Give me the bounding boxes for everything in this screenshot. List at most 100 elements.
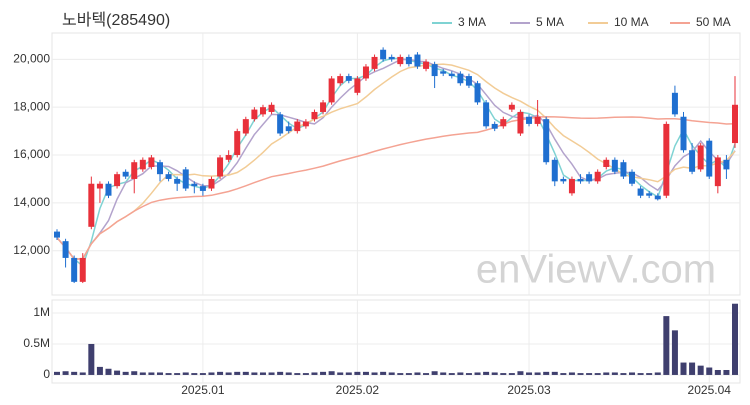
volume-bar xyxy=(148,372,155,375)
volume-bar xyxy=(345,372,352,375)
candle-body xyxy=(663,123,670,196)
candle-body xyxy=(122,171,129,177)
volume-bar xyxy=(96,366,103,375)
candle-body xyxy=(285,126,292,132)
legend-label: 50 MA xyxy=(696,15,731,29)
volume-bar xyxy=(242,371,249,375)
volume-bar xyxy=(646,373,653,375)
candle-body xyxy=(388,56,395,60)
volume-bar xyxy=(114,370,121,375)
volume-bar xyxy=(680,362,687,375)
volume-bar xyxy=(174,373,181,375)
legend-label: 10 MA xyxy=(614,15,649,29)
candle-body xyxy=(148,157,155,167)
volume-bar xyxy=(414,372,421,375)
candle-body xyxy=(277,114,284,134)
volume-bar xyxy=(594,373,601,375)
volume-bar xyxy=(320,371,327,375)
x-tick-label: 2025.03 xyxy=(507,383,551,397)
legend-label: 5 MA xyxy=(536,15,564,29)
candle-body xyxy=(457,73,464,84)
candle-body xyxy=(96,183,103,189)
volume-bar xyxy=(182,372,189,375)
volume-bar xyxy=(637,373,644,375)
candle-body xyxy=(611,159,618,172)
candle-body xyxy=(88,183,95,227)
candle-body xyxy=(689,150,696,172)
volume-bar xyxy=(54,371,60,375)
chart-title: 노바텍(285490) xyxy=(62,11,170,29)
volume-bar xyxy=(697,365,704,375)
volume-panel xyxy=(51,299,741,384)
candle-body xyxy=(242,119,249,134)
volume-bar xyxy=(405,373,412,375)
candle-body xyxy=(71,257,78,282)
watermark: enViewV.com xyxy=(476,248,716,292)
volume-bar xyxy=(208,372,215,375)
volume-bar xyxy=(689,362,696,375)
volume-tick-label: 0 xyxy=(43,367,50,381)
volume-bar xyxy=(397,373,404,375)
candle-body xyxy=(431,64,438,77)
candle-body xyxy=(131,162,138,179)
volume-tick-label: 1M xyxy=(33,305,50,319)
candle-body xyxy=(328,78,335,103)
candle-body xyxy=(594,171,601,182)
volume-bar xyxy=(714,369,721,375)
x-tick-label: 2025.02 xyxy=(336,383,380,397)
candle-body xyxy=(311,111,318,120)
candle-body xyxy=(551,159,558,182)
volume-bar xyxy=(629,372,636,375)
candle-body xyxy=(714,157,721,187)
volume-bar xyxy=(723,369,730,375)
candle-body xyxy=(637,188,644,196)
volume-bar xyxy=(388,372,395,375)
candle-body xyxy=(517,111,524,134)
volume-bar xyxy=(611,372,618,375)
candle-body xyxy=(414,54,421,67)
volume-bar xyxy=(354,371,361,375)
candle-body xyxy=(440,71,447,74)
candle-body xyxy=(465,76,472,86)
volume-bar xyxy=(706,367,713,375)
candle-body xyxy=(259,107,266,115)
candle-body xyxy=(320,102,327,112)
candle-body xyxy=(199,186,206,191)
x-tick-label: 2025.01 xyxy=(181,383,225,397)
volume-bar xyxy=(259,372,266,375)
volume-bar xyxy=(491,372,498,375)
volume-bar xyxy=(586,373,593,375)
ma-line xyxy=(56,58,736,260)
candle-body xyxy=(191,183,198,187)
candle-body xyxy=(620,162,627,177)
volume-bar xyxy=(534,372,541,375)
candle-body xyxy=(586,174,593,182)
volume-bar xyxy=(191,373,198,375)
volume-bar xyxy=(654,372,661,375)
volume-bar xyxy=(156,372,163,375)
volume-bar xyxy=(543,371,550,375)
price-panel xyxy=(51,32,741,296)
volume-bar xyxy=(62,371,69,375)
volume-bar xyxy=(508,373,515,375)
volume-bar xyxy=(440,372,447,375)
volume-bar xyxy=(285,372,292,375)
volume-bar xyxy=(251,372,258,375)
volume-bar xyxy=(423,373,430,375)
volume-bar xyxy=(199,373,206,375)
candle-body xyxy=(423,61,430,69)
candle-body xyxy=(680,116,687,151)
candle-body xyxy=(671,92,678,115)
candle-body xyxy=(62,241,69,258)
candle-body xyxy=(156,162,163,175)
x-tick-label: 2025.04 xyxy=(688,383,732,397)
volume-bar xyxy=(294,373,301,375)
candle-body xyxy=(526,116,533,124)
y-tick-label: 16,000 xyxy=(13,147,50,161)
volume-bar xyxy=(483,371,490,375)
candle-body xyxy=(732,104,738,144)
candle-body xyxy=(491,123,498,129)
candle-body xyxy=(182,169,189,189)
candle-body xyxy=(500,119,507,127)
